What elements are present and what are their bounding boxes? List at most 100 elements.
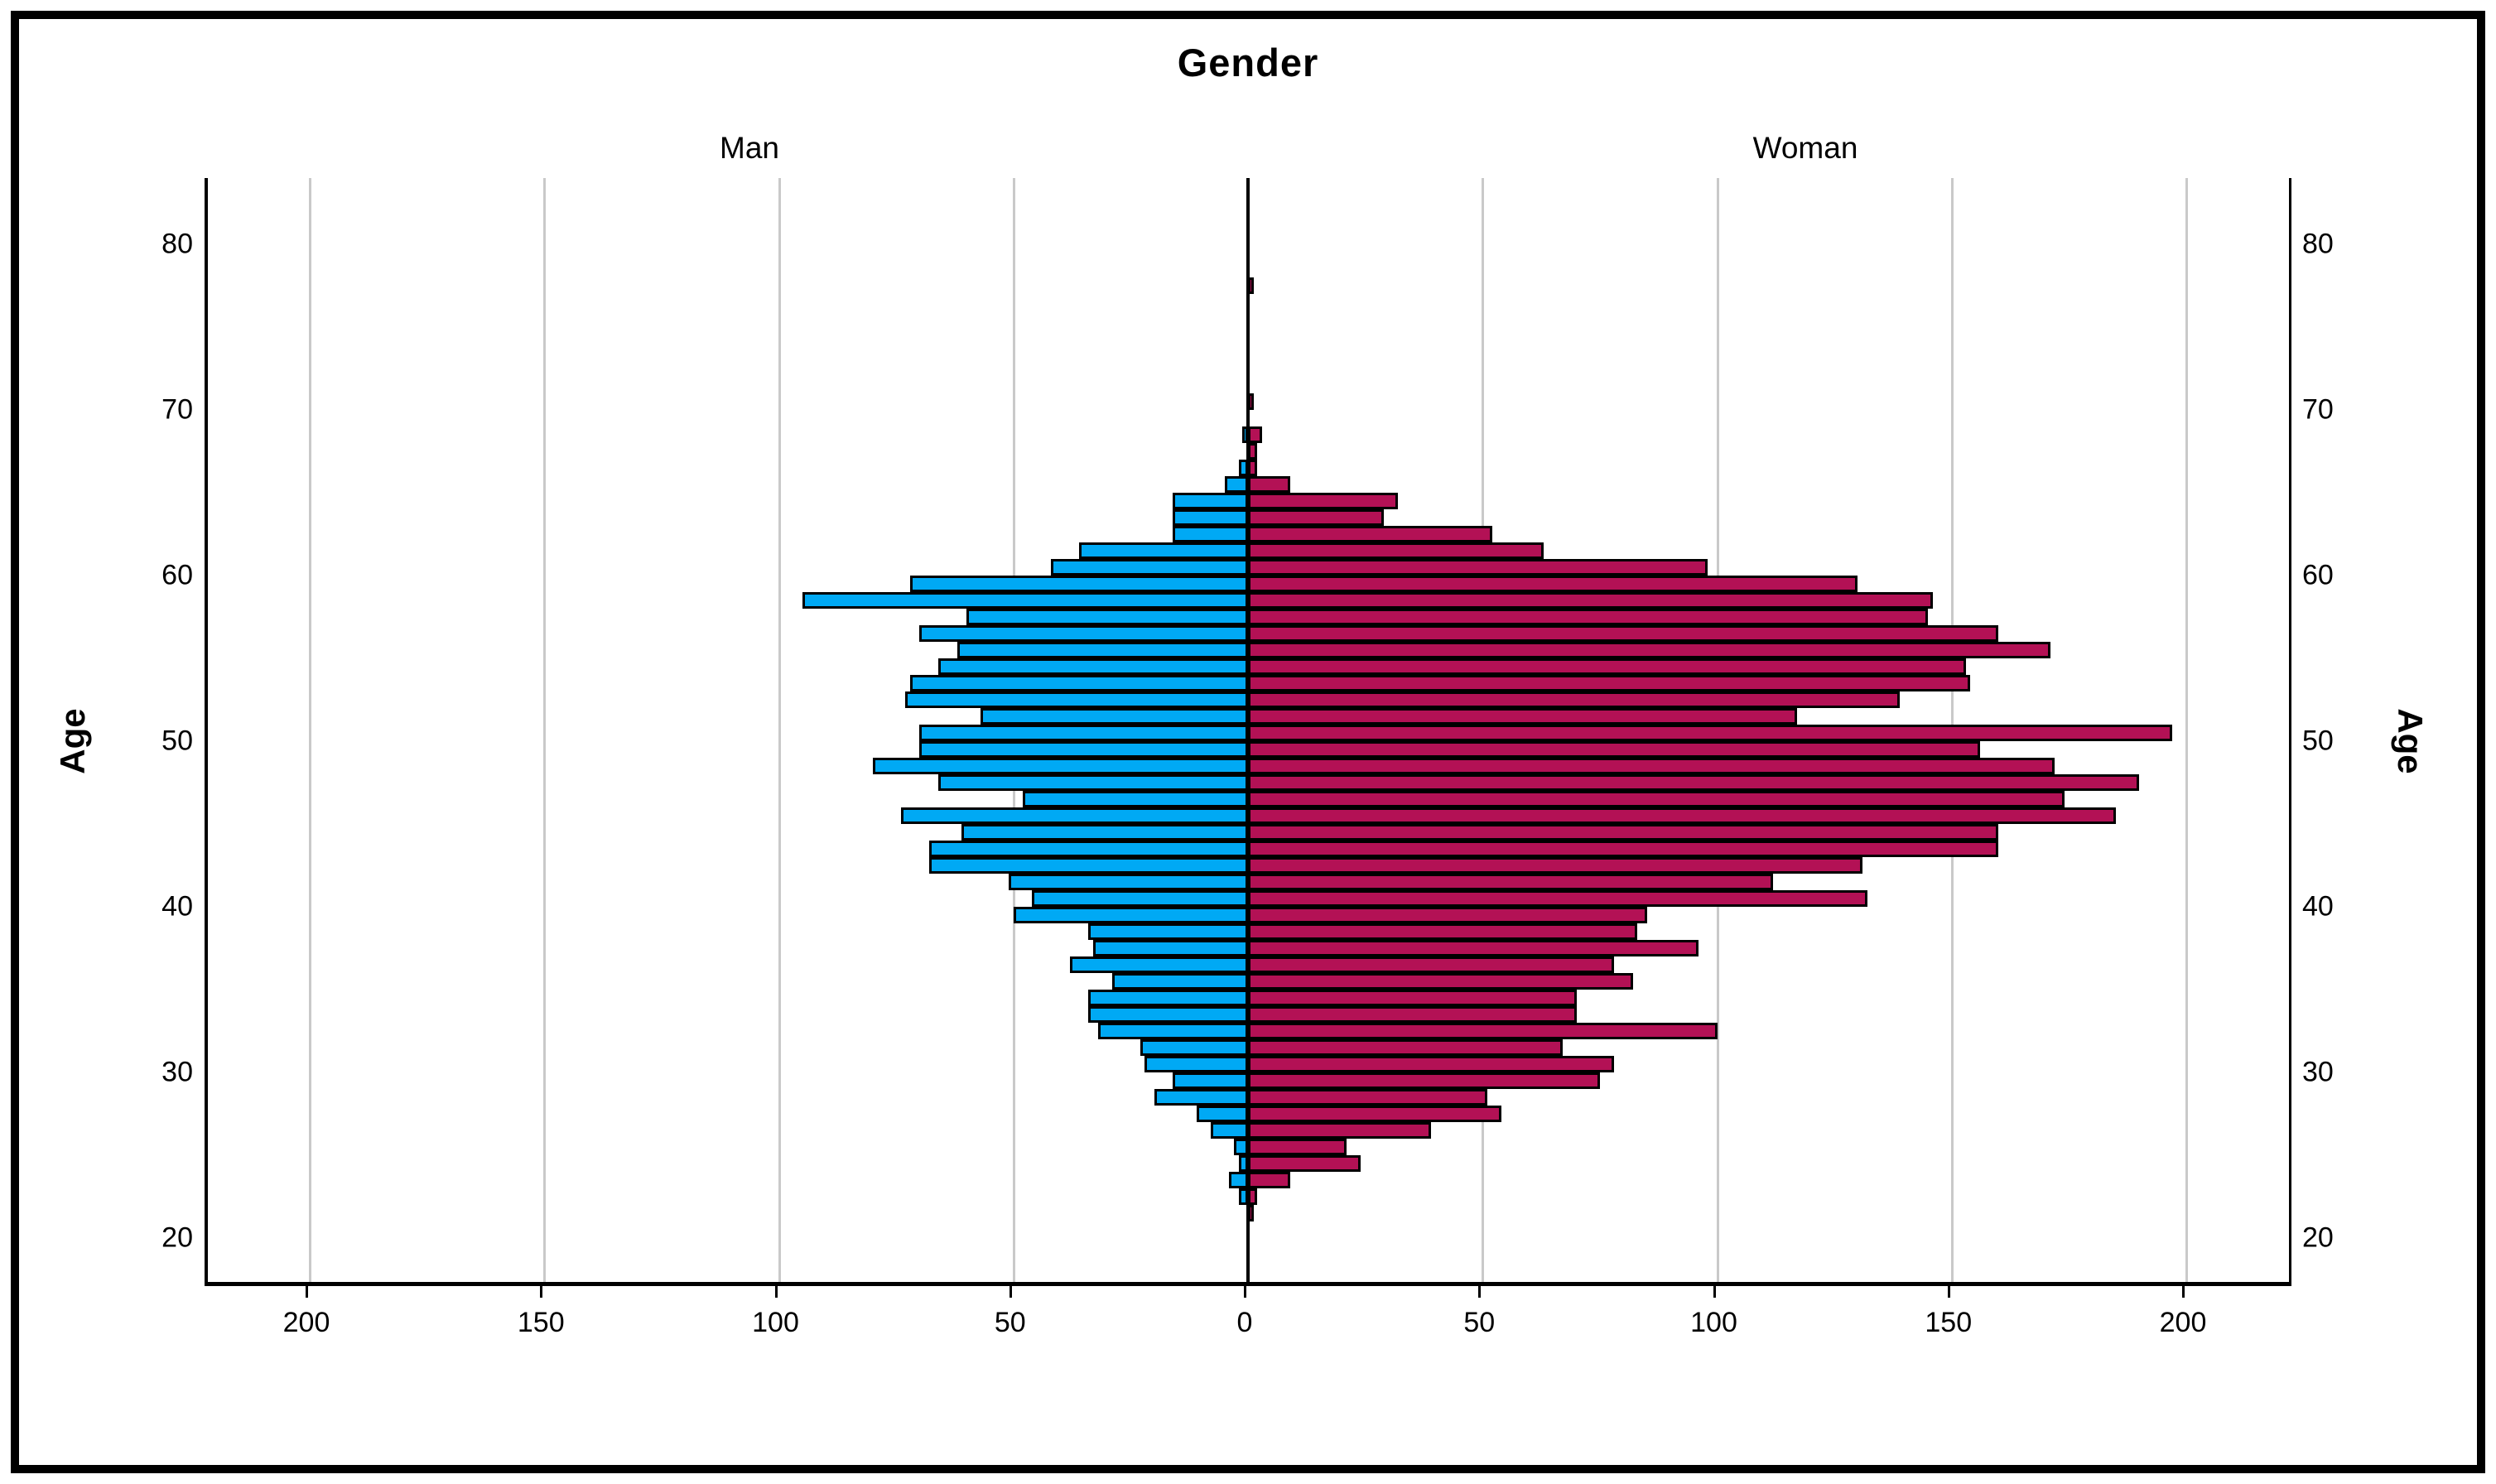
bar-woman-age-41 (1248, 874, 1774, 890)
bar-man-age-23 (1229, 1172, 1248, 1188)
bar-woman-age-35 (1248, 973, 1633, 990)
bar-woman-age-34 (1248, 990, 1577, 1006)
bar-man-age-28 (1154, 1089, 1248, 1106)
bar-woman-age-46 (1248, 791, 2065, 807)
bar-man-age-43 (928, 841, 1248, 857)
bar-man-age-36 (1069, 956, 1248, 973)
bar-woman-age-65 (1248, 476, 1290, 493)
x-tick-label-4: 0 (1236, 1307, 1253, 1338)
age-tick-label-left-20: 20 (161, 1221, 193, 1254)
bar-woman-age-31 (1248, 1039, 1563, 1056)
bar-man-age-46 (1023, 791, 1248, 807)
bar-man-age-39 (1013, 907, 1248, 923)
age-tick-label-right-40: 40 (2302, 890, 2334, 923)
age-tick-label-left-30: 30 (161, 1056, 193, 1088)
bar-woman-age-40 (1248, 890, 1867, 907)
bar-man-age-59 (910, 576, 1248, 592)
bar-man-age-63 (1173, 509, 1248, 526)
age-tick-label-right-50: 50 (2302, 725, 2334, 757)
bar-woman-age-63 (1248, 509, 1385, 526)
x-tick-6 (1713, 1286, 1716, 1298)
bar-woman-age-62 (1248, 526, 1492, 542)
x-tick-label-6: 100 (1690, 1307, 1737, 1338)
bar-woman-age-54 (1248, 658, 1966, 675)
bar-man-age-65 (1224, 476, 1248, 493)
bar-man-age-52 (905, 691, 1248, 708)
bar-woman-age-58 (1248, 592, 1934, 609)
bar-woman-age-64 (1248, 493, 1399, 509)
age-tick-label-right-30: 30 (2302, 1056, 2334, 1088)
chart-title: Gender (1177, 41, 1319, 84)
figure-border (11, 11, 2485, 1473)
bar-woman-age-47 (1248, 774, 2140, 791)
x-tick-0 (306, 1286, 308, 1298)
bar-man-age-29 (1173, 1072, 1248, 1089)
bar-woman-age-55 (1248, 642, 2050, 658)
bar-man-age-51 (981, 708, 1248, 725)
bar-woman-age-42 (1248, 857, 1863, 874)
bar-man-age-37 (1093, 940, 1248, 956)
bar-woman-age-61 (1248, 542, 1544, 559)
gridline-left-100 (778, 178, 781, 1282)
bar-man-age-58 (802, 592, 1248, 609)
age-tick-label-left-60: 60 (161, 559, 193, 591)
panel-label-man: Man (720, 131, 779, 165)
bar-man-age-57 (966, 609, 1248, 625)
bar-man-age-62 (1173, 526, 1248, 542)
x-tick-label-1: 150 (517, 1307, 565, 1338)
x-tick-label-2: 100 (752, 1307, 799, 1338)
x-tick-5 (1478, 1286, 1482, 1298)
bar-man-age-40 (1032, 890, 1248, 907)
bar-woman-age-24 (1248, 1155, 1361, 1172)
x-tick-8 (2182, 1286, 2185, 1298)
bar-man-age-44 (961, 824, 1248, 841)
bar-woman-age-28 (1248, 1089, 1487, 1106)
bar-man-age-27 (1196, 1106, 1248, 1122)
bar-man-age-38 (1088, 923, 1248, 940)
bar-man-age-60 (1051, 559, 1248, 576)
bar-woman-age-32 (1248, 1023, 1718, 1039)
age-tick-label-left-50: 50 (161, 725, 193, 757)
bar-woman-age-68 (1248, 426, 1262, 443)
plot-area (205, 178, 2291, 1286)
zero-axis-line (1246, 178, 1250, 1282)
x-tick-label-8: 200 (2159, 1307, 2207, 1338)
bar-man-age-45 (900, 807, 1248, 824)
bar-man-age-48 (872, 758, 1248, 774)
bar-woman-age-26 (1248, 1122, 1431, 1139)
bar-man-age-54 (938, 658, 1248, 675)
age-tick-label-left-80: 80 (161, 228, 193, 260)
bar-woman-age-39 (1248, 907, 1647, 923)
age-tick-label-right-20: 20 (2302, 1221, 2334, 1254)
bar-woman-age-49 (1248, 741, 1980, 758)
bar-woman-age-30 (1248, 1056, 1614, 1072)
bar-man-age-49 (919, 741, 1248, 758)
x-tick-4 (1244, 1286, 1246, 1298)
bar-woman-age-51 (1248, 708, 1797, 725)
x-tick-label-3: 50 (994, 1307, 1026, 1338)
x-tick-label-7: 150 (1925, 1307, 1973, 1338)
bar-woman-age-25 (1248, 1139, 1347, 1155)
bar-man-age-53 (910, 675, 1248, 691)
bar-man-age-55 (956, 642, 1248, 658)
bar-man-age-47 (938, 774, 1248, 791)
gridline-left-150 (543, 178, 547, 1282)
x-tick-label-0: 200 (282, 1307, 330, 1338)
bar-man-age-30 (1144, 1056, 1248, 1072)
bar-woman-age-33 (1248, 1006, 1577, 1023)
age-tick-label-right-80: 80 (2302, 228, 2334, 260)
bar-man-age-50 (919, 725, 1248, 741)
bar-woman-age-23 (1248, 1172, 1290, 1188)
bar-man-age-33 (1088, 1006, 1248, 1023)
age-tick-label-left-40: 40 (161, 890, 193, 923)
bar-woman-age-50 (1248, 725, 2172, 741)
bar-man-age-34 (1088, 990, 1248, 1006)
bar-woman-age-53 (1248, 675, 1971, 691)
bar-woman-age-37 (1248, 940, 1699, 956)
bar-man-age-61 (1079, 542, 1248, 559)
age-tick-label-right-70: 70 (2302, 393, 2334, 426)
bar-man-age-31 (1140, 1039, 1248, 1056)
bar-man-age-42 (928, 857, 1248, 874)
gridline-left-200 (309, 178, 311, 1282)
